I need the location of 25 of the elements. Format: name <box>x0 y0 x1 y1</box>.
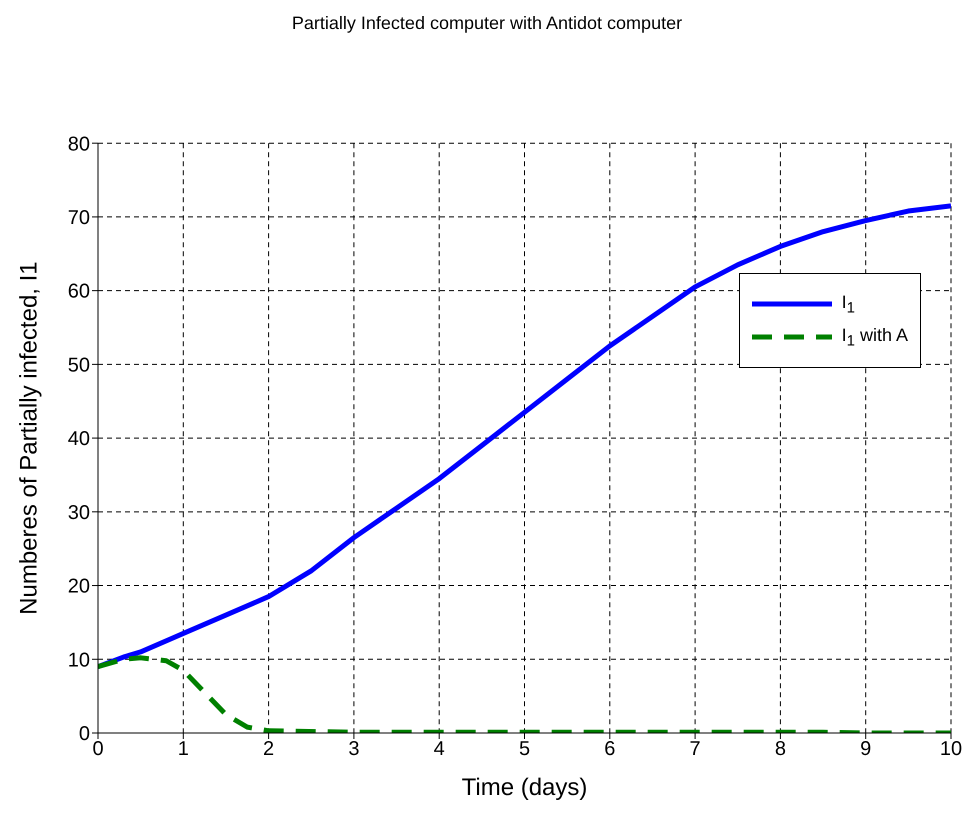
legend-label: I$_{1}$ with A <box>842 324 908 350</box>
y-tick-label: 30 <box>68 502 90 524</box>
y-axis-title: Numberes of Partially infected, I1 <box>16 261 43 615</box>
y-tick-label: 50 <box>68 354 90 376</box>
y-tick-label: 20 <box>68 576 90 598</box>
x-tick-label: 4 <box>434 738 445 760</box>
x-tick-label: 1 <box>178 738 189 760</box>
x-tick-label: 10 <box>940 738 962 760</box>
x-tick-label: 8 <box>774 738 786 760</box>
x-tick-label: 3 <box>348 738 360 760</box>
y-tick-label: 80 <box>68 133 90 156</box>
x-tick-label: 0 <box>92 738 104 760</box>
y-tick-label: 10 <box>68 649 90 672</box>
x-tick-label: 9 <box>860 738 872 760</box>
x-tick-label: 2 <box>263 738 274 760</box>
y-tick-label: 0 <box>78 723 90 746</box>
y-tick-label: 40 <box>68 428 90 450</box>
y-tick-label: 60 <box>68 280 90 303</box>
legend-label: I$_{1}$ <box>842 292 855 317</box>
x-axis-title: Time (days) <box>462 774 588 801</box>
chart-title: Partially Infected computer with Antidot computer <box>290 12 684 35</box>
y-tick-label: 70 <box>68 207 90 230</box>
x-tick-label: 6 <box>604 738 616 760</box>
x-tick-label: 5 <box>518 738 530 760</box>
x-tick-label: 7 <box>690 738 701 760</box>
